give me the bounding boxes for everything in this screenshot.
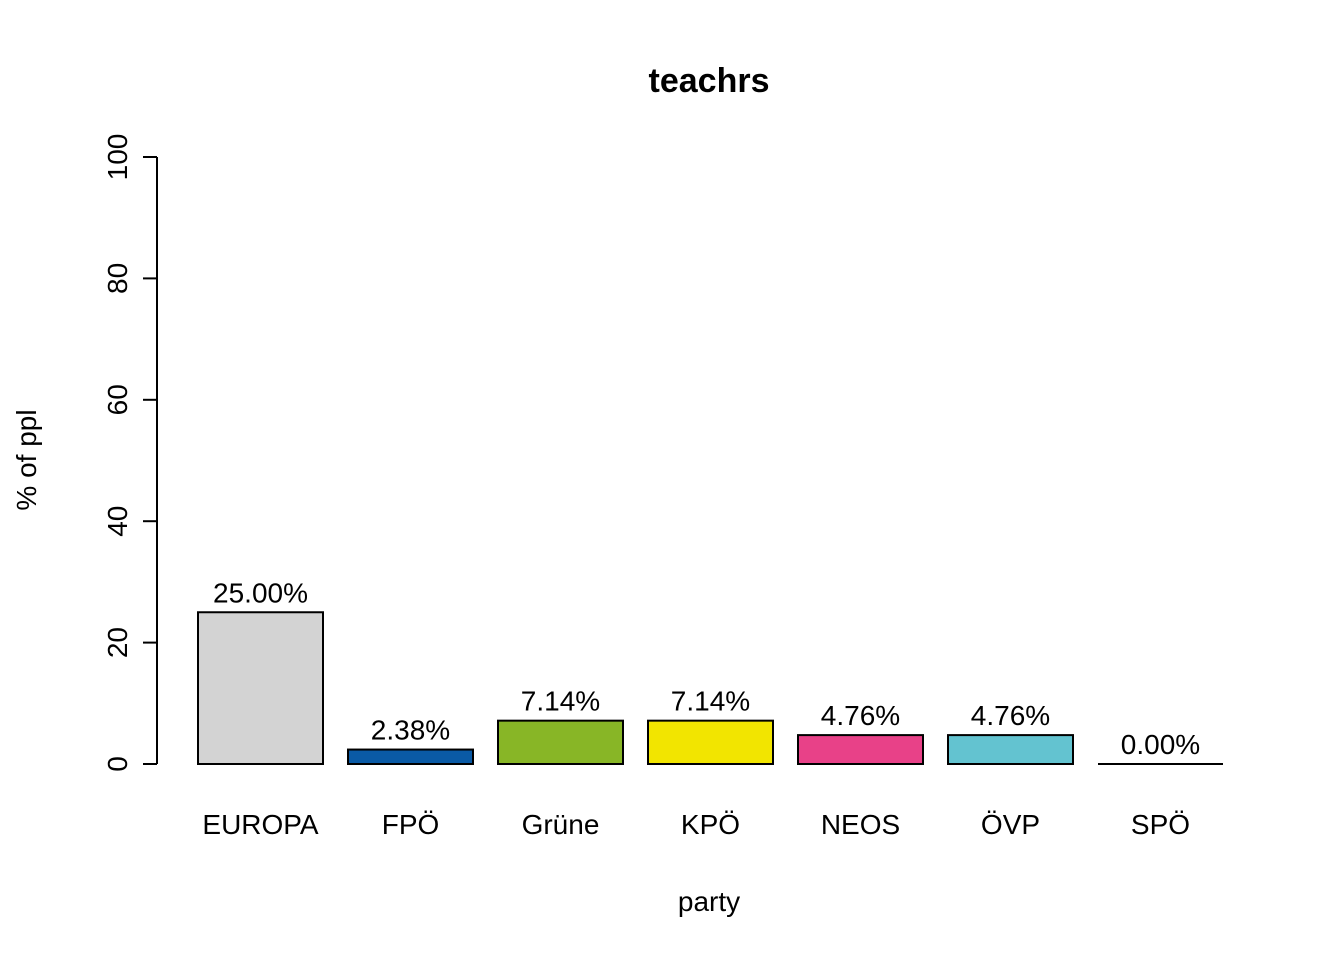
y-tick-label: 20 [102, 627, 133, 658]
x-category-label: ÖVP [981, 809, 1040, 840]
y-tick-label: 100 [102, 134, 133, 181]
data-labels-group: 25.00% 2.38% 7.14% 7.14% 4.76% 4.76% 0.00% [213, 577, 1200, 760]
y-tick-label: 80 [102, 263, 133, 294]
x-category-label: KPÖ [681, 809, 740, 840]
y-tick-label: 0 [102, 756, 133, 772]
bar [347, 748, 474, 766]
bar [947, 734, 1074, 766]
chart-title: teachrs [649, 62, 770, 100]
bar-value-label: 25.00% [213, 577, 308, 608]
bars-group [197, 611, 1223, 766]
y-tick-label: 40 [102, 506, 133, 537]
bar [647, 719, 774, 766]
x-category-label: EUROPA [202, 809, 318, 840]
x-axis-label: party [678, 886, 740, 917]
bar [797, 734, 924, 766]
bar [497, 719, 624, 766]
x-category-label: SPÖ [1131, 809, 1190, 840]
bar-value-label: 7.14% [671, 686, 750, 717]
y-tick-label: 60 [102, 384, 133, 415]
bar-value-label: 4.76% [821, 700, 900, 731]
x-category-label: NEOS [821, 809, 900, 840]
bar [197, 611, 324, 765]
category-labels-group: EUROPA FPÖ Grüne KPÖ NEOS ÖVP SPÖ [202, 809, 1190, 840]
bar-value-label: 7.14% [521, 686, 600, 717]
bar-value-label: 0.00% [1121, 729, 1200, 760]
bar-value-label: 2.38% [371, 715, 450, 746]
x-category-label: FPÖ [382, 809, 440, 840]
y-axis: 0 20 40 60 80 100 [102, 134, 158, 772]
x-category-label: Grüne [522, 809, 600, 840]
y-axis-label: % of ppl [11, 409, 42, 510]
bar-value-label: 4.76% [971, 700, 1050, 731]
